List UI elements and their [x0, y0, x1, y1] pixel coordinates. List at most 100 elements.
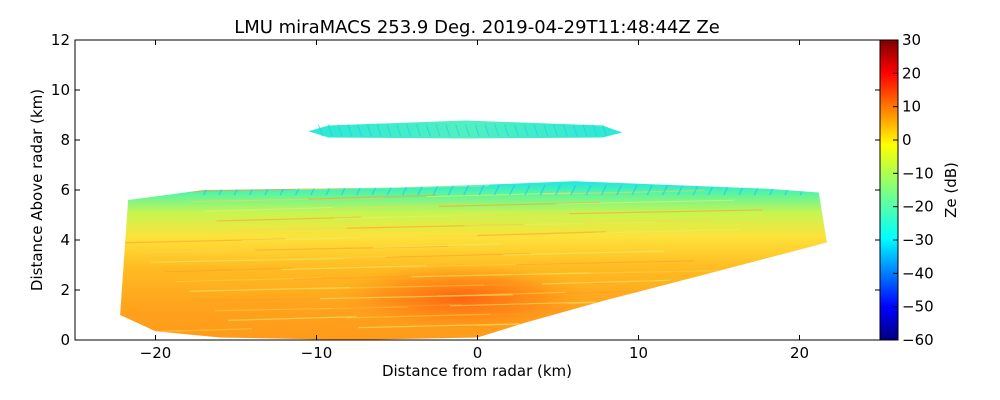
texture-streak: [227, 316, 357, 321]
texture-streak: [345, 313, 491, 319]
upper-streak: [533, 124, 539, 137]
texture-streak: [543, 189, 705, 195]
texture-streak: [321, 204, 467, 210]
texture-streak: [372, 243, 502, 249]
x-tick-label: 20: [790, 344, 809, 362]
y-tick-label: 4: [60, 231, 70, 249]
reflectivity-core: [332, 262, 591, 333]
edge-fringe: [631, 184, 638, 196]
colorbar-tick-label: 10: [902, 98, 921, 116]
upper-streak: [317, 124, 323, 137]
upper-streak: [562, 124, 568, 137]
upper-streak: [327, 124, 333, 137]
texture-streak: [437, 291, 567, 297]
upper-streak: [494, 124, 500, 137]
texture-streak: [203, 206, 333, 212]
edge-fringe: [616, 184, 623, 196]
texture-streak: [477, 231, 607, 237]
texture-streak: [582, 219, 711, 224]
colorbar-tick-label: −30: [902, 231, 934, 249]
texture-streak: [268, 255, 398, 261]
y-axis-ticks: 0 2 4 6 8 10 12: [51, 31, 880, 349]
upper-streak: [347, 124, 353, 137]
colorbar-tick-label: −40: [902, 264, 934, 282]
colorbar-tick-label: 20: [902, 64, 921, 82]
edge-fringe: [646, 184, 653, 196]
x-tick-label: −10: [301, 344, 333, 362]
edge-fringe: [600, 184, 607, 196]
upper-streak: [376, 124, 382, 137]
colorbar-tick-label: 30: [902, 31, 921, 49]
x-axis-ticks: −20 −10 0 10 20: [140, 40, 809, 362]
edge-fringe: [509, 184, 516, 196]
upper-streak: [543, 124, 549, 137]
texture-streak: [529, 269, 723, 275]
edge-fringe: [478, 184, 485, 196]
texture-streak: [216, 216, 362, 222]
upper-streak: [415, 124, 421, 137]
upper-streak: [592, 124, 598, 137]
upper-streak: [602, 124, 608, 137]
chart-title: LMU miraMACS 253.9 Deg. 2019-04-29T11:48…: [234, 17, 720, 38]
y-tick-label: 12: [51, 31, 70, 49]
y-tick-label: 8: [60, 131, 70, 149]
colorbar: 30 20 10 0 −10 −20 −30 −40 −50 −60 Ze (dB): [879, 31, 960, 349]
edge-fringe: [447, 184, 454, 196]
plot-area: −20 −10 0 10 20 0 2 4 6 8 10 12: [51, 31, 881, 362]
edge-fringe: [585, 184, 592, 196]
texture-streak: [385, 252, 531, 258]
edge-fringe: [570, 184, 577, 196]
upper-streak: [357, 124, 363, 137]
texture-streak: [240, 325, 386, 331]
upper-streak: [474, 124, 480, 137]
edge-fringe: [539, 184, 546, 196]
upper-streak: [445, 124, 451, 137]
x-tick-label: 0: [473, 344, 483, 362]
upper-streak: [366, 124, 372, 137]
texture-streak: [541, 279, 671, 285]
edge-fringe: [524, 184, 531, 196]
upper-streak: [406, 124, 412, 137]
upper-streak: [572, 124, 578, 137]
texture-streak: [332, 303, 462, 309]
texture-streak: [595, 228, 740, 234]
edge-fringe: [677, 184, 684, 196]
y-tick-label: 2: [60, 281, 70, 299]
y-tick-label: 0: [60, 331, 70, 349]
texture-streak: [450, 301, 596, 307]
upper-streak: [504, 124, 510, 137]
y-tick-label: 10: [51, 81, 70, 99]
edge-fringe: [554, 184, 562, 196]
upper-streak: [396, 124, 402, 137]
x-axis-label: Distance from radar (km): [382, 362, 572, 380]
upper-streak: [523, 124, 529, 137]
texture-streak: [281, 265, 426, 271]
upper-streak: [337, 124, 343, 137]
edge-fringe: [692, 184, 699, 196]
upper-streak: [464, 124, 470, 137]
colorbar-tick-label: −50: [902, 298, 934, 316]
texture-streak: [308, 194, 438, 200]
upper-streak: [425, 124, 431, 137]
texture-streak: [490, 240, 636, 246]
texture-streak: [425, 192, 571, 198]
upper-streak: [386, 124, 392, 137]
edge-fringe: [662, 184, 669, 196]
y-tick-label: 6: [60, 181, 70, 199]
colorbar-tick-label: −10: [902, 164, 934, 182]
texture-streak: [503, 250, 665, 256]
upper-streak: [435, 124, 441, 137]
colorbar-tick-label: 0: [902, 131, 912, 149]
edge-fringe: [707, 184, 714, 196]
texture-streak: [569, 209, 763, 215]
upper-streak: [513, 124, 519, 137]
edge-fringe: [493, 184, 500, 196]
edge-fringe: [432, 184, 439, 196]
edge-fringe: [463, 184, 470, 196]
texture-streak: [176, 277, 322, 283]
upper-streak: [484, 124, 490, 137]
texture-streak: [163, 267, 293, 273]
upper-streak: [455, 124, 461, 137]
x-tick-label: 10: [629, 344, 648, 362]
